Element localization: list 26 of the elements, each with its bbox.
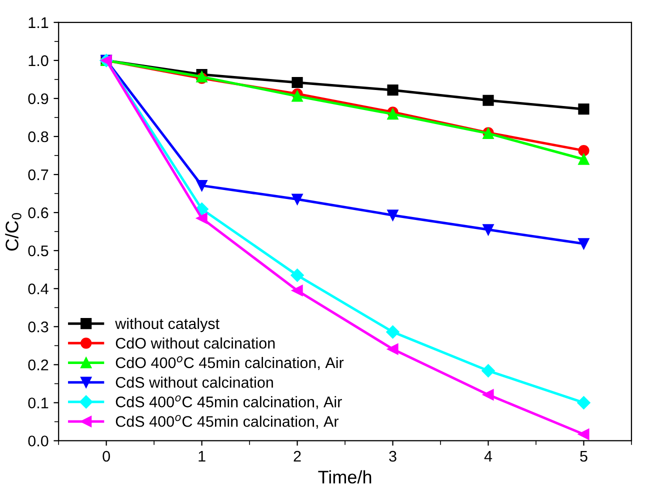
x-tick-label: 1	[198, 451, 206, 462]
y-tick-label: 0.5	[28, 245, 48, 256]
legend-label: CdS without calcination	[116, 376, 273, 388]
y-tick-label: 0.7	[28, 169, 48, 180]
y-tick-label: 0.4	[28, 283, 48, 294]
legend-label: CdO without calcination	[116, 337, 275, 349]
legend-label: CdO 400$^{o}$C 45min calcination, Air	[116, 356, 344, 370]
y-tick-label: 1.0	[28, 55, 48, 66]
legend-label: CdS 400$^{o}$C 45min calcination, Ar	[116, 414, 339, 429]
y-tick-label: 0.8	[28, 131, 48, 142]
y-tick-label: 1.1	[28, 17, 48, 28]
x-tick-label: 3	[389, 450, 396, 462]
y-tick-label: 0.0	[28, 436, 48, 446]
x-axis-title: Time/h	[318, 470, 372, 484]
y-tick-label: 0.9	[28, 93, 48, 104]
y-axis-title: C/C$_{0}$	[5, 213, 22, 251]
y-tick-label: 0.6	[28, 207, 48, 218]
x-tick-label: 2	[294, 450, 301, 462]
x-tick-label: 5	[580, 451, 588, 462]
y-tick-label: 0.3	[28, 322, 48, 332]
y-tick-label: 0.1	[28, 398, 48, 408]
x-tick-label: 0	[102, 450, 110, 462]
x-tick-label: 4	[484, 451, 492, 462]
y-tick-label: 0.2	[28, 360, 48, 370]
legend-label: without catalyst	[115, 318, 220, 332]
legend-label: CdS 400$^{o}$C 45min calcination, Air	[116, 395, 342, 410]
